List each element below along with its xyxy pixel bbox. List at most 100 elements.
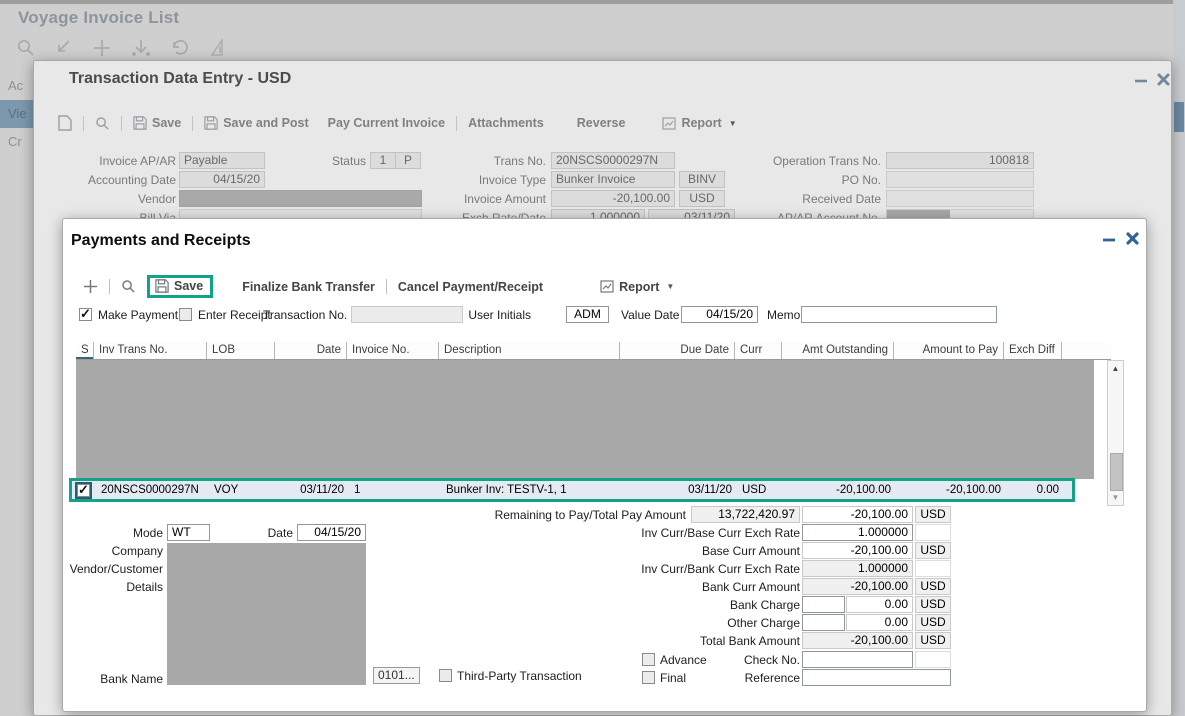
- page-scrollbar-thumb[interactable]: [1174, 102, 1184, 132]
- save-and-post-button[interactable]: Save and Post: [204, 116, 309, 130]
- invoice-table: S Inv Trans No. LOB Date Invoice No. Des…: [69, 342, 1124, 506]
- close-icon[interactable]: [1125, 231, 1141, 247]
- value-date-label: Value Date: [621, 308, 680, 322]
- cancel-payment-receipt-button[interactable]: Cancel Payment/Receipt: [397, 279, 544, 294]
- company-details-redacted: [167, 543, 366, 685]
- invoice-table-row-selected[interactable]: 20NSCS0000297N VOY 03/11/20 1 Bunker Inv…: [69, 478, 1075, 502]
- new-document-icon[interactable]: [58, 115, 72, 131]
- column-header-date[interactable]: Date: [274, 342, 346, 359]
- report-button[interactable]: Report ▼: [600, 280, 674, 294]
- table-scrollbar[interactable]: ▲ ▼: [1107, 360, 1124, 506]
- column-header-curr[interactable]: Curr: [734, 342, 781, 359]
- total-bank-currency: USD: [915, 632, 951, 649]
- finalize-bank-transfer-button[interactable]: Finalize Bank Transfer: [242, 279, 375, 294]
- other-charge-amount-field: 0.00: [846, 614, 913, 631]
- column-header-exch-diff[interactable]: Exch Diff: [1003, 342, 1061, 359]
- search-icon[interactable]: [95, 116, 110, 131]
- reference-input[interactable]: [802, 669, 951, 686]
- sidebar-item-create[interactable]: Cr: [8, 134, 22, 149]
- cell-description: Bunker Inv: TESTV-1, 1: [446, 484, 567, 496]
- toolbar-separator: [385, 279, 387, 294]
- chevron-down-icon: ▼: [666, 282, 675, 291]
- search-icon[interactable]: [121, 279, 136, 294]
- cell-lob: VOY: [214, 484, 239, 496]
- third-party-checkbox[interactable]: [439, 669, 452, 682]
- transaction-no-label: Transaction No.: [263, 308, 348, 322]
- column-header-amount-to-pay[interactable]: Amount to Pay: [893, 342, 1003, 359]
- search-icon[interactable]: [16, 38, 36, 58]
- add-icon[interactable]: [92, 38, 112, 58]
- row-select-checkbox[interactable]: [75, 481, 92, 499]
- import-icon[interactable]: [131, 38, 151, 58]
- invoice-table-header: S Inv Trans No. LOB Date Invoice No. Des…: [76, 342, 1111, 360]
- table-scrollbar-thumb[interactable]: [1110, 453, 1123, 491]
- base-curr-amount-field: -20,100.00: [802, 542, 913, 559]
- advance-checkbox[interactable]: [642, 653, 655, 666]
- inv-base-rate-label: Inv Curr/Base Curr Exch Rate: [641, 526, 800, 540]
- mode-input[interactable]: WT: [167, 524, 210, 541]
- pay-current-invoice-button[interactable]: Pay Current Invoice: [327, 116, 446, 130]
- bank-charge-label: Bank Charge: [729, 598, 800, 612]
- minimize-icon[interactable]: [1133, 73, 1149, 89]
- received-date-field[interactable]: [886, 190, 1034, 207]
- received-date-label: Received Date: [802, 192, 881, 206]
- add-icon[interactable]: [83, 279, 98, 294]
- enter-receipt-checkbox[interactable]: [179, 308, 192, 321]
- bank-name-label: Bank Name: [100, 672, 163, 686]
- inv-bank-rate-label: Inv Curr/Bank Curr Exch Rate: [641, 562, 800, 576]
- minimize-icon[interactable]: [1101, 232, 1117, 248]
- bank-curr-amount-field: -20,100.00: [802, 578, 913, 595]
- save-button[interactable]: Save: [133, 116, 181, 130]
- column-header-inv-trans-no[interactable]: Inv Trans No.: [93, 342, 206, 359]
- cell-curr: USD: [742, 484, 767, 496]
- final-checkbox[interactable]: [642, 671, 655, 684]
- memo-input[interactable]: [801, 306, 997, 323]
- cell-due-date: 03/11/20: [688, 484, 732, 496]
- invoice-type-field: Bunker Invoice: [551, 171, 675, 188]
- transaction-no-input[interactable]: [351, 306, 463, 323]
- po-no-label: PO No.: [841, 173, 881, 187]
- status-code-field: 1: [370, 152, 396, 169]
- check-no-input[interactable]: [802, 651, 913, 668]
- cell-invoice-no: 1: [354, 484, 361, 496]
- column-header-s[interactable]: S: [76, 342, 93, 359]
- scroll-down-icon[interactable]: ▼: [1111, 493, 1120, 502]
- value-date-input[interactable]: 04/15/20: [681, 306, 758, 323]
- column-header-due-date[interactable]: Due Date: [619, 342, 734, 359]
- bank-code-button[interactable]: 0101...: [373, 667, 420, 684]
- make-payment-checkbox[interactable]: [79, 306, 92, 322]
- close-icon[interactable]: [1156, 72, 1172, 88]
- po-no-field[interactable]: [886, 171, 1034, 188]
- collapse-icon[interactable]: [53, 38, 73, 58]
- page-scrollbar[interactable]: [1173, 0, 1185, 716]
- accounting-date-field[interactable]: 04/15/20: [179, 171, 265, 188]
- reverse-button[interactable]: Reverse: [576, 116, 626, 130]
- total-pay-amount-field: -20,100.00: [802, 506, 913, 523]
- save-button[interactable]: Save: [155, 279, 203, 293]
- scroll-up-icon[interactable]: ▲: [1111, 364, 1120, 373]
- column-header-invoice-no[interactable]: Invoice No.: [346, 342, 438, 359]
- sidebar-item-actions[interactable]: Ac: [8, 78, 24, 93]
- undo-icon[interactable]: [170, 38, 190, 58]
- invoice-amount-field: -20,100.00: [551, 190, 675, 207]
- payment-date-input[interactable]: 04/15/20: [297, 524, 366, 541]
- bank-charge-code-input[interactable]: [802, 596, 845, 613]
- user-initials-input[interactable]: ADM: [566, 306, 609, 323]
- attachments-button[interactable]: Attachments: [468, 116, 544, 130]
- page-title: Voyage Invoice List: [18, 8, 180, 27]
- remaining-total-field: 13,722,420.97: [691, 506, 800, 523]
- payments-dialog-title: Payments and Receipts: [71, 232, 251, 249]
- inv-base-rate-input[interactable]: 1.000000: [802, 524, 913, 541]
- column-header-lob[interactable]: LOB: [206, 342, 274, 359]
- payment-date-label: Date: [267, 526, 293, 540]
- report-button[interactable]: Report ▼: [662, 116, 737, 130]
- other-charge-code-input[interactable]: [802, 614, 845, 631]
- cell-amt-outstanding: -20,100.00: [836, 484, 891, 496]
- trans-no-field: 20NSCS0000297N: [551, 152, 675, 169]
- ruler-icon[interactable]: [209, 38, 229, 58]
- column-header-amt-outstanding[interactable]: Amt Outstanding: [781, 342, 893, 359]
- sidebar-item-view-selected[interactable]: Vie: [0, 100, 33, 128]
- column-header-description[interactable]: Description: [438, 342, 619, 359]
- total-pay-currency: USD: [915, 506, 951, 523]
- other-charge-currency: USD: [915, 614, 951, 631]
